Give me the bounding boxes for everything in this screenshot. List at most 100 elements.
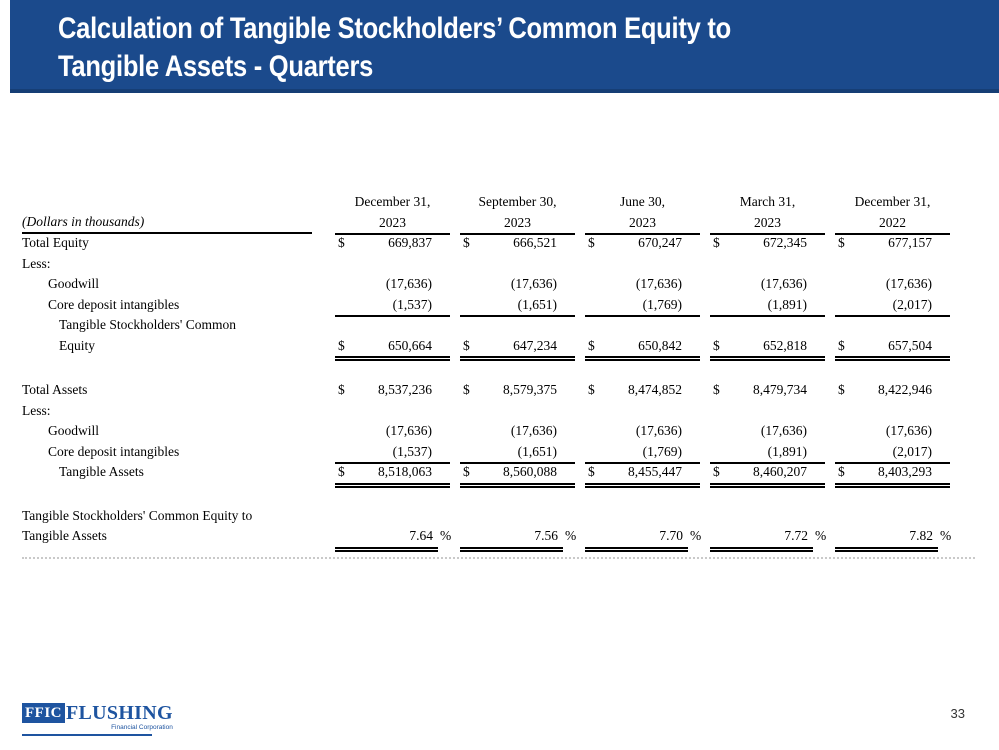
table-row: Less: bbox=[22, 401, 977, 422]
page-number: 33 bbox=[950, 706, 965, 721]
value-cell bbox=[835, 506, 950, 527]
cell-value: 7.70 bbox=[659, 528, 683, 544]
cell-value: (1,891) bbox=[767, 296, 807, 312]
dollar-sign: $ bbox=[463, 382, 470, 398]
value-cell-inner: $8,479,734 bbox=[710, 380, 825, 401]
value-cell bbox=[585, 506, 700, 527]
units-label: (Dollars in thousands) bbox=[22, 212, 312, 234]
cell-value: 670,247 bbox=[638, 235, 682, 251]
row-label: Tangible Stockholders' Common bbox=[59, 317, 236, 333]
value-cell-inner: $8,518,063 bbox=[335, 462, 450, 488]
value-cell: (2,017) bbox=[835, 442, 950, 464]
value-cell: (1,537) bbox=[335, 295, 450, 317]
value-cell: $650,664 bbox=[335, 336, 450, 361]
percent-sign: % bbox=[565, 528, 577, 544]
value-cell: $669,837 bbox=[335, 233, 450, 254]
value-cell-inner: $8,455,447 bbox=[585, 462, 700, 488]
cell-value: (2,017) bbox=[892, 296, 932, 312]
value-cell: (1,891) bbox=[710, 295, 825, 317]
value-cell: 7.70% bbox=[585, 526, 701, 552]
column-header-year: 2023 bbox=[710, 213, 825, 235]
logo-acronym-badge: FFIC bbox=[22, 703, 65, 723]
value-cell-inner: (17,636) bbox=[335, 274, 450, 295]
value-cell: (17,636) bbox=[710, 274, 825, 295]
dollar-sign: $ bbox=[338, 382, 345, 398]
value-cell: (17,636) bbox=[710, 421, 825, 442]
logo-company-name: FLUSHING bbox=[66, 702, 173, 724]
cell-value: (1,537) bbox=[392, 443, 432, 459]
dollar-sign: $ bbox=[588, 337, 595, 353]
value-cell: $8,518,063 bbox=[335, 462, 450, 488]
cell-value: 652,818 bbox=[763, 337, 807, 353]
value-cell: (2,017) bbox=[835, 295, 950, 317]
dollar-sign: $ bbox=[588, 235, 595, 251]
column-header-cell: 2023 bbox=[585, 213, 700, 235]
dollar-sign: $ bbox=[838, 382, 845, 398]
dollar-sign: $ bbox=[713, 382, 720, 398]
value-cell-inner: $666,521 bbox=[460, 233, 575, 254]
cell-value: 7.64 bbox=[409, 528, 433, 544]
value-cell: (17,636) bbox=[460, 421, 575, 442]
cell-value: 7.56 bbox=[534, 528, 558, 544]
title-banner: Calculation of Tangible Stockholders’ Co… bbox=[10, 0, 999, 93]
value-cell: (17,636) bbox=[585, 274, 700, 295]
dollar-sign: $ bbox=[588, 464, 595, 480]
value-cell-inner: (1,891) bbox=[710, 442, 825, 464]
value-cell: (1,891) bbox=[710, 442, 825, 464]
value-cell-inner: $672,345 bbox=[710, 233, 825, 254]
dollar-sign: $ bbox=[338, 235, 345, 251]
dollar-sign: $ bbox=[588, 382, 595, 398]
value-cell-inner: (1,769) bbox=[585, 295, 700, 317]
column-header-cell: March 31, bbox=[710, 192, 825, 213]
row-label: Less: bbox=[22, 255, 51, 271]
value-cell-inner: (1,651) bbox=[460, 442, 575, 464]
dollar-sign: $ bbox=[838, 464, 845, 480]
cell-value: (1,651) bbox=[517, 443, 557, 459]
cell-value: (17,636) bbox=[510, 423, 557, 439]
cell-value: (2,017) bbox=[892, 443, 932, 459]
cell-value: (17,636) bbox=[760, 423, 807, 439]
company-logo: FFIC FLUSHING Financial Corporation bbox=[22, 703, 173, 736]
value-cell: (17,636) bbox=[335, 274, 450, 295]
value-cell: (1,769) bbox=[585, 295, 700, 317]
value-cell: $8,479,734 bbox=[710, 380, 825, 401]
table-row: Equity $650,664 $647,234 $650,842 $652,818 $6… bbox=[22, 336, 977, 361]
value-cell bbox=[835, 254, 950, 275]
dollar-sign: $ bbox=[838, 337, 845, 353]
dollar-sign: $ bbox=[338, 464, 345, 480]
cell-value: (17,636) bbox=[760, 276, 807, 292]
cell-value: 8,422,946 bbox=[878, 382, 932, 398]
value-cell-inner: (1,537) bbox=[335, 295, 450, 317]
value-cell-inner: $652,818 bbox=[710, 336, 825, 361]
column-header-cell: 2023 bbox=[710, 213, 825, 235]
units-label-cell: (Dollars in thousands) bbox=[22, 213, 335, 234]
value-cell-inner: $677,157 bbox=[835, 233, 950, 254]
logo-underline bbox=[22, 734, 152, 736]
dollar-sign: $ bbox=[713, 337, 720, 353]
column-header-date: June 30, bbox=[620, 194, 665, 210]
logo-name-wrap: FLUSHING Financial Corporation bbox=[66, 703, 173, 731]
value-cell-inner: $8,579,375 bbox=[460, 380, 575, 401]
dollar-sign: $ bbox=[463, 235, 470, 251]
table-row: Less: bbox=[22, 254, 977, 275]
value-cell: $8,403,293 bbox=[835, 462, 950, 488]
value-cell: (1,651) bbox=[460, 442, 575, 464]
value-cell: $652,818 bbox=[710, 336, 825, 361]
value-cell: 7.64% bbox=[335, 526, 451, 552]
cell-value: 8,455,447 bbox=[628, 464, 682, 480]
slide-title-line1: Calculation of Tangible Stockholders’ Co… bbox=[58, 12, 731, 45]
value-cell: 7.56% bbox=[460, 526, 576, 552]
value-cell-inner: 7.56% bbox=[460, 526, 576, 552]
value-cell: (17,636) bbox=[585, 421, 700, 442]
column-header-cell: December 31, bbox=[835, 192, 950, 213]
value-cell bbox=[835, 401, 950, 422]
value-cell-inner: $8,537,236 bbox=[335, 380, 450, 401]
table-row: Total Assets $8,537,236 $8,579,375 $8,474,8… bbox=[22, 380, 977, 401]
value-cell bbox=[460, 315, 575, 336]
cell-value: 7.72 bbox=[784, 528, 808, 544]
value-cell-inner: (17,636) bbox=[335, 421, 450, 442]
value-cell: (1,651) bbox=[460, 295, 575, 317]
value-cell-inner: 7.82% bbox=[835, 526, 951, 552]
value-cell bbox=[460, 401, 575, 422]
value-cell: $8,537,236 bbox=[335, 380, 450, 401]
